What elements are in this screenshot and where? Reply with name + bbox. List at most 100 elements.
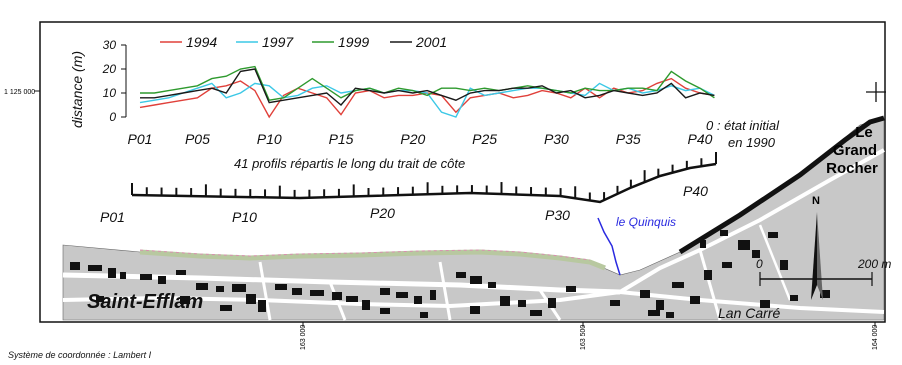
building-block xyxy=(530,310,542,316)
profile-label-p20: P20 xyxy=(370,205,395,221)
scale-zero: 0 xyxy=(756,257,763,271)
building-block xyxy=(70,262,80,270)
coordinate-cross xyxy=(866,82,886,102)
building-block xyxy=(108,268,116,278)
building-block xyxy=(220,305,232,311)
chart-x-tick-label: P15 xyxy=(329,131,354,147)
building-block xyxy=(456,272,466,278)
chart-zero-note-line1: 0 : état initial xyxy=(706,118,780,133)
building-block xyxy=(88,265,102,271)
chart-series-line-1999 xyxy=(140,65,715,101)
building-block xyxy=(180,296,190,304)
building-block xyxy=(196,283,208,290)
place-saint-efflam: Saint-Efflam xyxy=(87,291,203,313)
rocher-label-line2: Grand xyxy=(833,142,877,159)
building-block xyxy=(96,296,104,302)
building-block xyxy=(332,292,342,300)
building-block xyxy=(722,262,732,268)
rocher-label-line3: Rocher xyxy=(826,160,878,177)
building-block xyxy=(672,282,684,288)
chart-legend-label: 1997 xyxy=(262,34,294,50)
building-block xyxy=(140,274,152,280)
chart-y-tick-label: 0 xyxy=(109,110,116,124)
scale-end: 200 m xyxy=(857,257,891,271)
coastline xyxy=(678,115,885,255)
profile-label-p10: P10 xyxy=(232,209,257,225)
chart-legend-label: 2001 xyxy=(415,34,447,50)
dune-strip xyxy=(139,249,606,271)
building-block xyxy=(246,294,256,304)
chart-x-ticks: P01 P05 P10 P15 P20 P25 P30 P35 P40 xyxy=(128,131,713,147)
building-block xyxy=(470,306,480,314)
profile-label-p30: P30 xyxy=(545,207,570,223)
building-block xyxy=(648,310,660,316)
chart-y-tick-label: 30 xyxy=(103,38,117,52)
building-block xyxy=(396,292,408,298)
crs-note: Système de coordonnée : Lambert I xyxy=(8,350,152,360)
building-block xyxy=(292,288,302,295)
building-block xyxy=(232,284,246,292)
stream-line xyxy=(597,217,621,276)
building-block xyxy=(216,286,224,292)
chart-x-tick-label: P30 xyxy=(544,131,569,147)
building-block xyxy=(720,230,728,236)
chart-y-tick-label: 20 xyxy=(102,62,117,76)
building-block xyxy=(518,300,526,307)
building-block xyxy=(690,296,700,304)
chart-series-line-2001 xyxy=(140,68,715,106)
stream-label: le Quinquis xyxy=(616,215,676,229)
building-block xyxy=(120,272,126,279)
building-block xyxy=(760,300,770,308)
building-block xyxy=(275,284,287,290)
building-block xyxy=(666,312,674,318)
building-block xyxy=(610,300,620,306)
building-block xyxy=(700,240,706,248)
building-block xyxy=(820,290,830,298)
coord-bottom-label-2: 163 500 xyxy=(580,325,587,350)
chart-x-tick-label: P40 xyxy=(688,131,713,147)
coord-left-label: 1 125 000 xyxy=(4,89,35,96)
building-block xyxy=(470,276,482,284)
building-block xyxy=(414,296,422,304)
building-block xyxy=(790,295,798,301)
north-arrow-icon xyxy=(811,212,823,300)
building-block xyxy=(380,308,390,314)
coord-bottom-label-1: 163 000 xyxy=(300,325,307,350)
building-block xyxy=(548,298,556,308)
dune-edge xyxy=(139,249,591,261)
building-block xyxy=(768,232,778,238)
profile-ticks xyxy=(131,152,717,201)
chart-x-tick-label: P35 xyxy=(616,131,641,147)
chart-zero-note-line2: en 1990 xyxy=(728,135,776,150)
building-block xyxy=(430,290,436,300)
chart-y-ticks: 0 10 20 30 xyxy=(102,38,126,124)
building-block xyxy=(420,312,428,318)
rocher-label-line1: Le xyxy=(855,124,873,141)
scale-bar xyxy=(759,272,873,286)
building-block xyxy=(346,296,358,302)
building-block xyxy=(488,282,496,288)
profile-chart: 0 10 20 30 P01 P05 P10 P15 P20 P25 P30 P35 P40 1994… xyxy=(69,34,780,171)
chart-legend: 1994 1997 1999 2001 xyxy=(160,34,447,50)
profile-baseline xyxy=(131,162,717,204)
building-block xyxy=(258,300,266,312)
building-block xyxy=(362,300,370,310)
building-block xyxy=(500,296,510,306)
building-block xyxy=(380,288,390,295)
chart-x-tick-label: P25 xyxy=(472,131,497,147)
building-block xyxy=(310,290,324,296)
chart-y-tick-label: 10 xyxy=(103,86,117,100)
building-block xyxy=(656,300,664,310)
place-lan-carre: Lan Carré xyxy=(718,305,780,321)
coord-bottom-label-3: 164 000 xyxy=(872,325,879,350)
buildings xyxy=(70,230,830,318)
chart-series xyxy=(139,65,715,119)
chart-legend-label: 1994 xyxy=(186,34,217,50)
chart-y-axis-title: distance (m) xyxy=(69,51,85,128)
chart-x-tick-label: P20 xyxy=(400,131,425,147)
profile-label-p40: P40 xyxy=(683,183,708,199)
chart-x-tick-label: P05 xyxy=(185,131,210,147)
building-block xyxy=(780,260,788,270)
building-block xyxy=(566,286,576,292)
